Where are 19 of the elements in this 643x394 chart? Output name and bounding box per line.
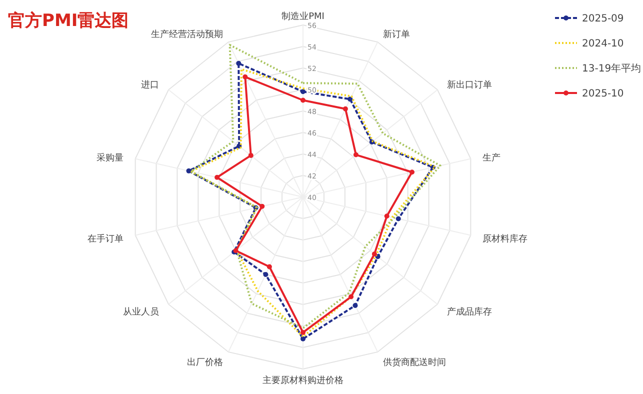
spoke-label: 产成品库存 [446,306,492,318]
spoke-label: 从业人员 [123,306,160,318]
legend-label: 13-19年平均 [582,62,642,74]
chart-title: 官方PMI雷达图 [8,11,129,31]
spoke-label: 原材料库存 [482,234,528,244]
legend-label: 2025-10 [582,88,624,100]
spoke-label: 主要原材料购进价格 [262,375,344,386]
spoke-label: 生产经营活动预期 [151,29,224,40]
spoke-label: 在手订单 [88,234,124,244]
legend-label: 2025-09 [582,14,624,24]
spoke-label: 新出口订单 [446,80,492,91]
spoke-label: 新订单 [382,29,410,40]
spoke-label: 制造业PMI [282,11,324,22]
legend-label: 2024-10 [582,38,624,50]
spoke-label: 进口 [141,80,160,91]
spoke-label: 供货商配送时间 [382,356,446,368]
spoke-label: 出厂价格 [187,356,224,368]
spoke-label: 生产 [482,152,500,164]
spoke-label: 采购量 [96,152,124,164]
